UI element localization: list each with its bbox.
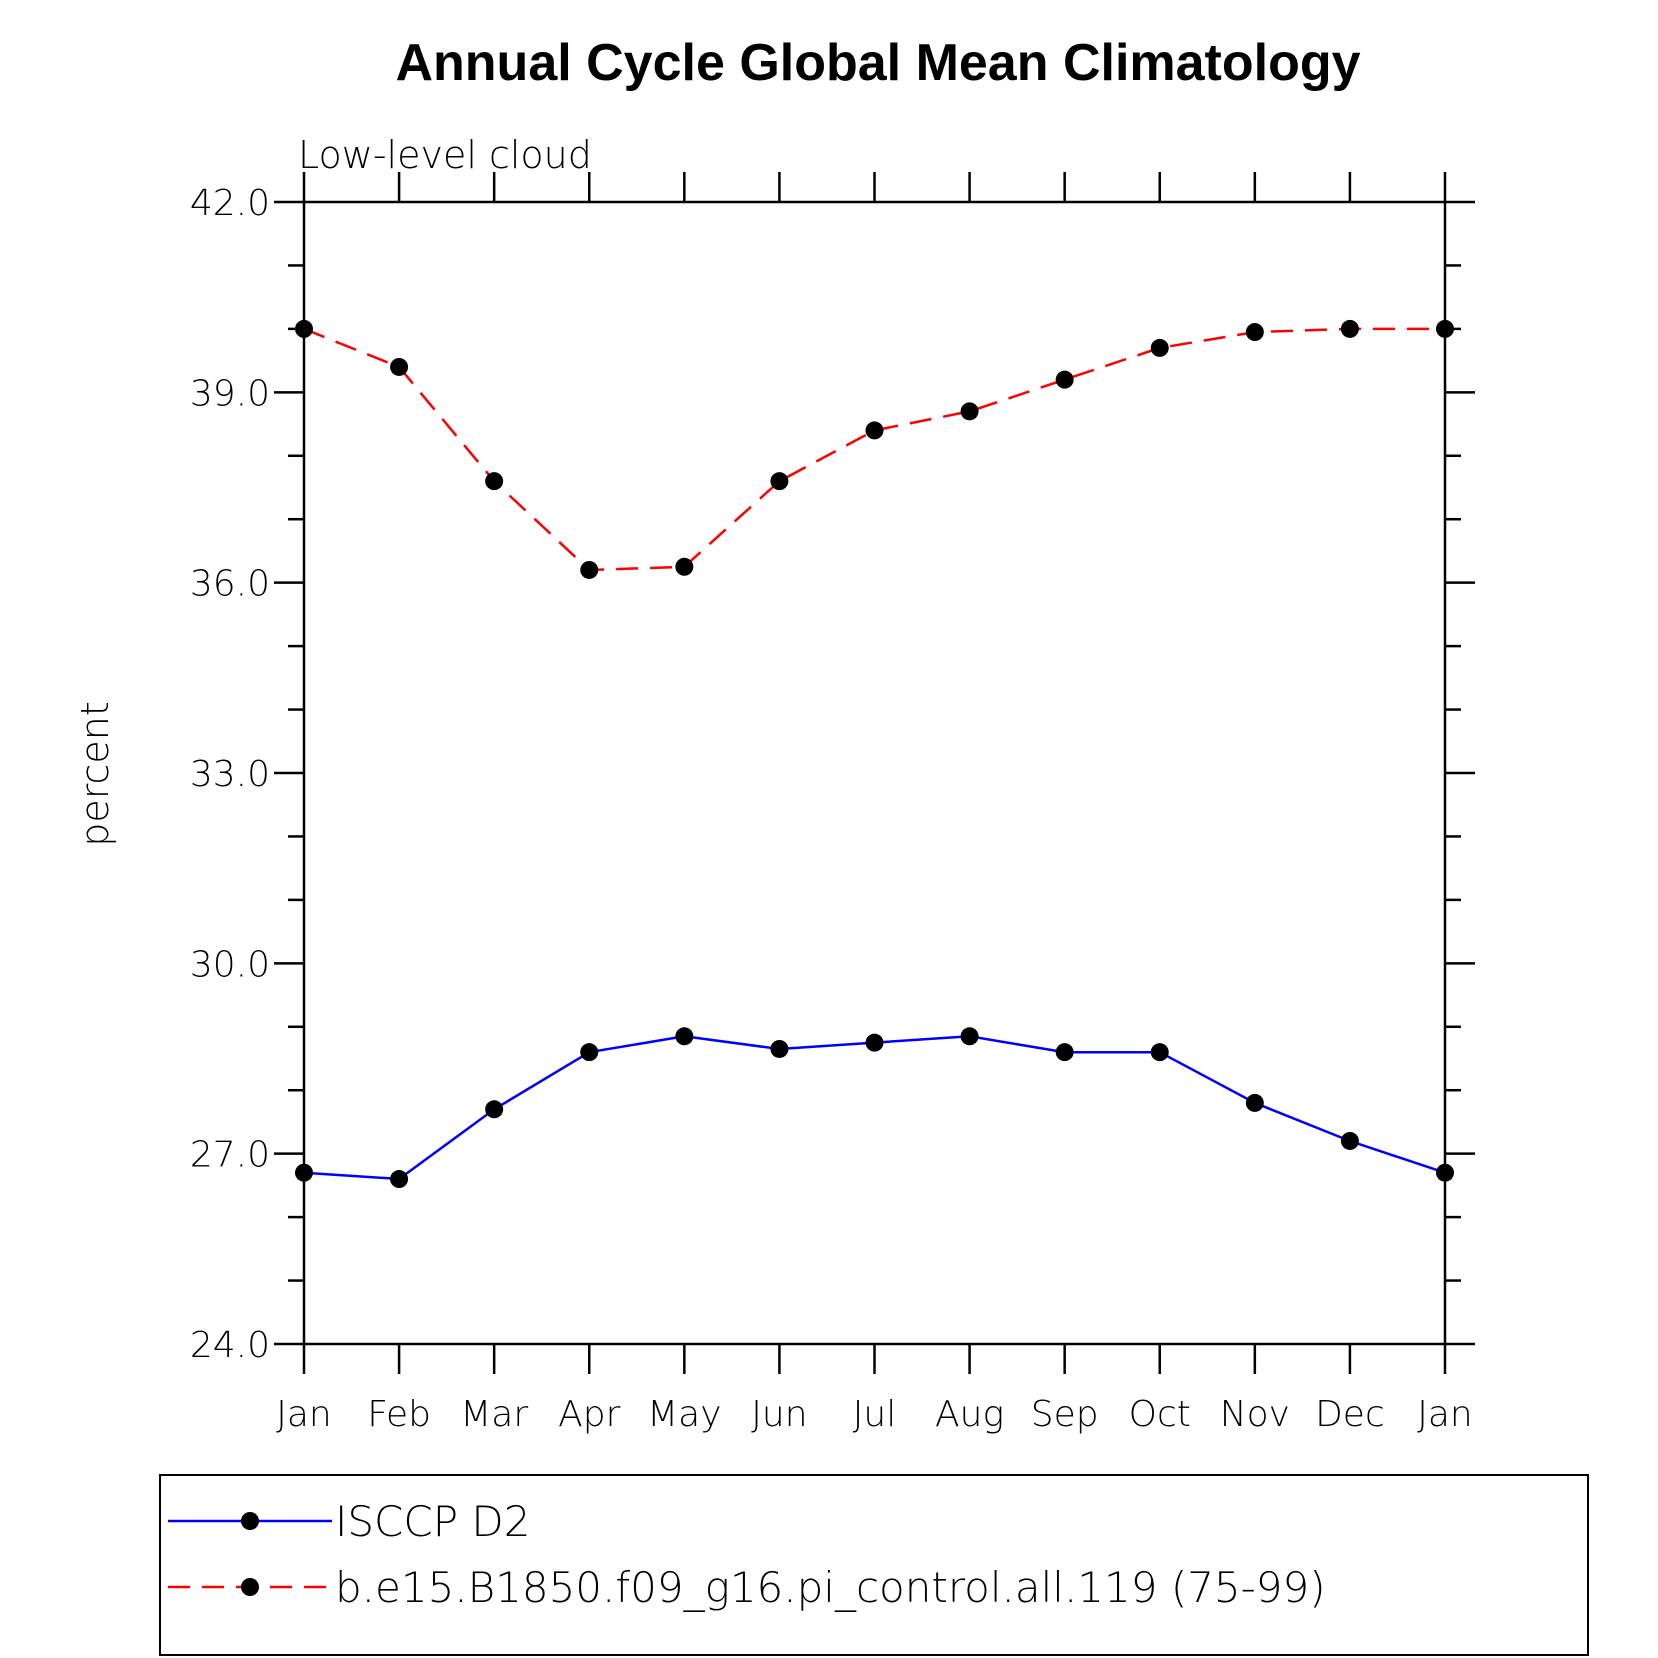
x-tick-label: Aug (935, 1394, 1004, 1435)
series-1-point (960, 1027, 979, 1046)
series-line-1 (303, 1035, 1446, 1181)
series-1-point (1340, 1131, 1359, 1150)
series-2-point (390, 357, 409, 376)
series-2-point (865, 421, 884, 440)
series-2-point (960, 402, 979, 421)
x-tick-label: Nov (1220, 1394, 1290, 1435)
series-2-point (1055, 370, 1074, 389)
axis-ticks (274, 172, 1475, 1374)
legend-marker-1 (241, 1512, 259, 1530)
legend-label-1: ISCCP D2 (335, 1497, 530, 1546)
series-2-point (485, 472, 504, 491)
x-tick-label: Mar (460, 1394, 528, 1435)
series-1-point (580, 1043, 599, 1062)
legend-frame (159, 1474, 1589, 1656)
series-1-point (1436, 1163, 1454, 1182)
series-2-point (580, 560, 599, 579)
series-layer (295, 319, 1454, 1189)
y-tick-label: 33.0 (190, 754, 270, 795)
x-tick-label: May (647, 1394, 721, 1435)
series-1-point (485, 1100, 504, 1119)
series-2-point (770, 472, 789, 491)
x-tick-label: Sep (1031, 1394, 1099, 1435)
series-1-point (295, 1163, 313, 1182)
x-tick-label: Jun (751, 1394, 807, 1435)
plot-frame (302, 200, 1447, 1346)
series-1-point (1245, 1093, 1264, 1112)
y-tick-label: 27.0 (190, 1135, 270, 1176)
y-tick-label: 24.0 (190, 1325, 270, 1366)
series-2-point (1436, 319, 1454, 338)
legend-marker-2 (241, 1578, 259, 1596)
y-tick-label: 30.0 (190, 944, 270, 985)
series-2-point (295, 319, 313, 338)
legend-label-2: b.e15.B1850.f09_g16.pi_control.all.119 (… (335, 1563, 1326, 1612)
x-tick-label: Feb (367, 1394, 431, 1435)
chart-title: Annual Cycle Global Mean Climatology (395, 34, 1360, 92)
chart-subtitle: Low-level cloud (298, 133, 592, 177)
series-line-2 (303, 327, 1445, 572)
series-1-point (390, 1170, 409, 1189)
x-tick-label: Jan (1417, 1394, 1473, 1435)
x-tick-label: Jan (276, 1394, 332, 1435)
x-tick-label: Dec (1315, 1394, 1385, 1435)
x-tick-label: Oct (1129, 1394, 1191, 1435)
series-1-point (675, 1027, 694, 1046)
series-2-point (1245, 323, 1264, 342)
series-2-point (1150, 338, 1169, 357)
y-tick-label: 36.0 (190, 564, 270, 605)
x-tick-labels: Jan Feb Mar Apr May Jun Jul Aug Sep Oct Nov Dec Jan (276, 1394, 1473, 1435)
series-1-point (770, 1039, 789, 1058)
y-tick-label: 39.0 (190, 373, 270, 414)
y-tick-label: 42.0 (190, 183, 270, 224)
series-2-point (1340, 319, 1359, 338)
series-1-point (1055, 1043, 1074, 1062)
x-tick-label: Jul (853, 1394, 896, 1435)
series-1-point (1150, 1043, 1169, 1062)
series-2-point (675, 557, 694, 576)
plot-area (302, 200, 1447, 1346)
x-tick-label: Apr (558, 1394, 620, 1435)
series-1-point (865, 1033, 884, 1052)
y-axis-label: percent (73, 701, 117, 847)
legend: ISCCP D2 b.e15.B1850.f09_g16.pi_control.a… (159, 1474, 1589, 1656)
y-tick-labels: 24.0 27.0 30.0 33.0 36.0 39.0 42.0 (190, 183, 270, 1366)
